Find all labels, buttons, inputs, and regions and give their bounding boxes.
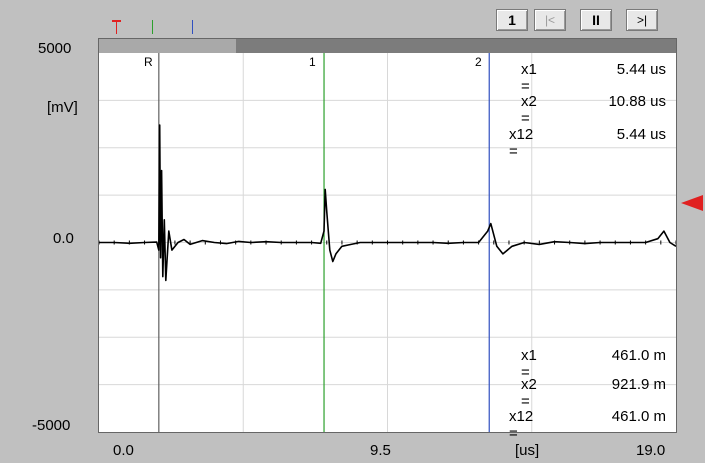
- readout-label: x12 =: [509, 408, 534, 442]
- scrollbar-track[interactable]: [99, 39, 676, 53]
- last-button[interactable]: >|: [626, 9, 658, 31]
- trigger-level-marker[interactable]: [681, 195, 703, 211]
- readout-label: x1 =: [521, 347, 537, 381]
- cursor-1-marker[interactable]: [152, 20, 153, 34]
- trace-line: [99, 124, 676, 282]
- readout-label: x12 =: [509, 126, 534, 160]
- cursor-r-marker-head: [112, 20, 121, 22]
- channel-button[interactable]: 1: [496, 9, 528, 31]
- readout-value: 5.44 us: [616, 61, 666, 78]
- y-axis-top-label: 5000: [38, 40, 72, 57]
- readout-value: 10.88 us: [608, 93, 666, 110]
- first-button[interactable]: |<: [534, 9, 566, 31]
- y-axis-mid-label: 0.0: [53, 230, 74, 247]
- plot-svg: [99, 53, 676, 432]
- x-axis-left-label: 0.0: [113, 442, 134, 459]
- readout-value: 5.44 us: [616, 126, 666, 143]
- x-axis-mid-label: 9.5: [370, 442, 391, 459]
- cursor-2-label: 2: [475, 55, 482, 69]
- x-axis-right-label: 19.0: [636, 442, 666, 459]
- plot-area[interactable]: R 1 2 x1 = 5.44 us x2 = 10.88 us x12 = 5…: [98, 38, 677, 442]
- scrollbar-thumb[interactable]: [99, 39, 236, 53]
- cursor-1-label: 1: [309, 55, 316, 69]
- cursor-2-marker[interactable]: [192, 20, 193, 34]
- cursor-r-marker[interactable]: [116, 20, 117, 34]
- x-axis-unit-label: [us]: [515, 442, 540, 459]
- readout-value: 921.9 m: [611, 376, 666, 393]
- y-axis-bottom-label: -5000: [32, 417, 71, 434]
- readout-label: x1 =: [521, 61, 537, 95]
- y-axis-unit-label: [mV]: [47, 99, 78, 116]
- readout-label: x2 =: [521, 93, 537, 127]
- readout-value: 461.0 m: [611, 347, 666, 364]
- readout-label: x2 =: [521, 376, 537, 410]
- pause-button[interactable]: II: [580, 9, 612, 31]
- readout-value: 461.0 m: [611, 408, 666, 425]
- cursor-r-label: R: [144, 55, 153, 69]
